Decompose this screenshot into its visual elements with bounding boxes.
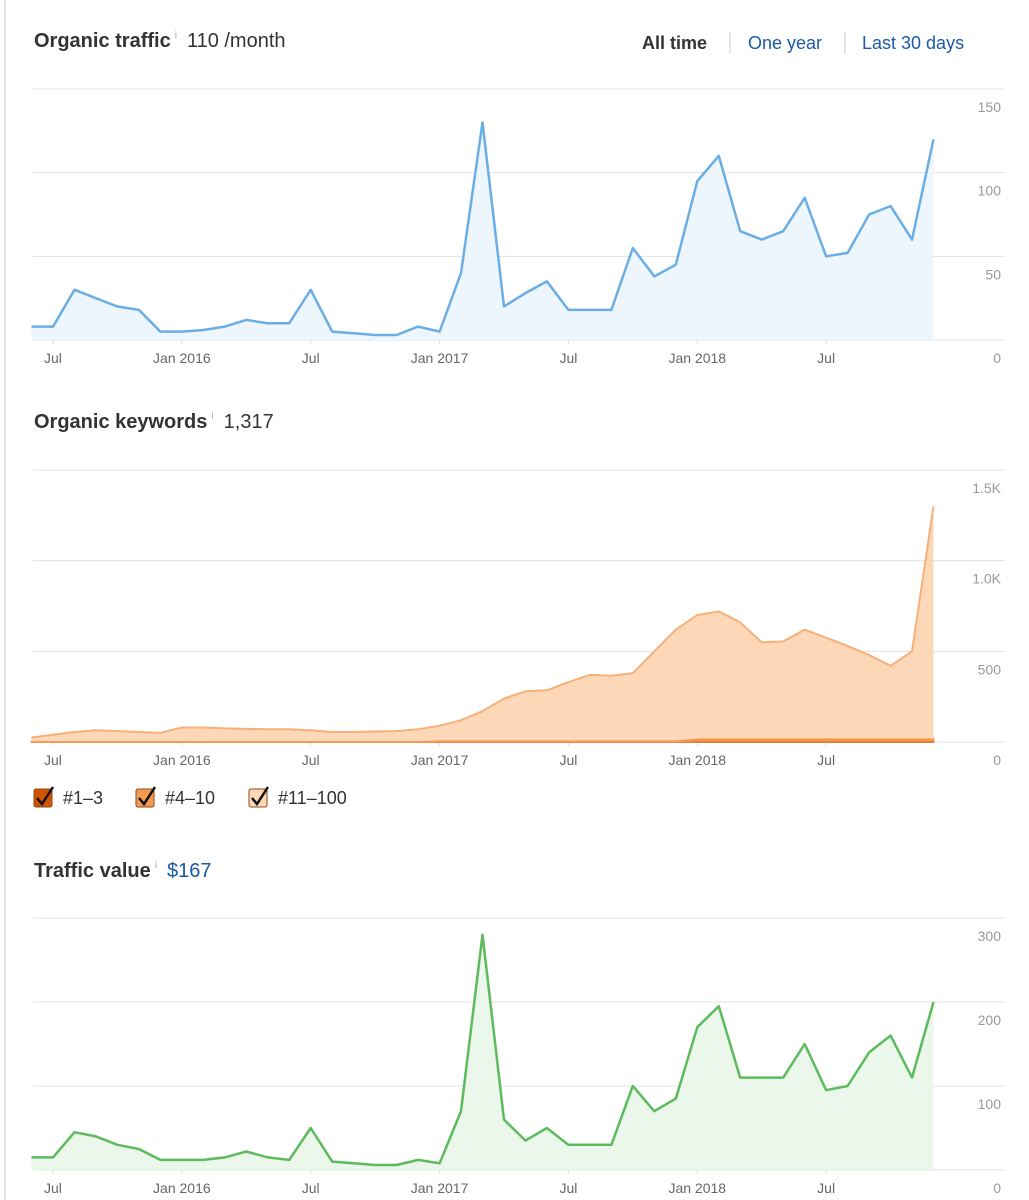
time-range-tab[interactable]: One year bbox=[748, 33, 822, 53]
legend-label: #1–3 bbox=[63, 788, 103, 808]
top-line bbox=[31, 506, 935, 739]
y-tick-label: 1.5K bbox=[972, 480, 1001, 496]
x-tick-label: Jul bbox=[44, 752, 62, 768]
chart-title: Traffic value i $167 bbox=[34, 860, 211, 882]
legend-checkmark bbox=[36, 786, 55, 807]
x-tick-label: Jan 2017 bbox=[411, 752, 469, 768]
x-tick-label: Jan 2016 bbox=[153, 350, 211, 366]
summary-value: $167 bbox=[167, 860, 212, 882]
y-tick-label: 100 bbox=[978, 183, 1002, 199]
x-tick-label: Jan 2018 bbox=[668, 350, 726, 366]
x-tick-label: Jan 2017 bbox=[411, 350, 469, 366]
stacked-area bbox=[31, 506, 934, 742]
y-tick-label: 150 bbox=[978, 99, 1002, 115]
info-icon: i bbox=[155, 860, 157, 871]
y-tick-label: 300 bbox=[978, 928, 1002, 944]
x-tick-label: Jul bbox=[817, 752, 835, 768]
title-text: Traffic value bbox=[34, 860, 151, 882]
legend-checkmark bbox=[138, 786, 157, 807]
area-fill bbox=[31, 122, 934, 340]
title-text: Organic keywords bbox=[34, 411, 207, 433]
chart-title: Organic traffic i 110 /month bbox=[34, 30, 286, 52]
y-tick-label: 500 bbox=[978, 661, 1002, 677]
x-tick-label: Jul bbox=[302, 1180, 320, 1196]
legend-checkmark bbox=[251, 786, 270, 807]
time-range-tab[interactable]: Last 30 days bbox=[862, 33, 964, 53]
y-tick-label: 200 bbox=[978, 1012, 1002, 1028]
title-text: Organic traffic bbox=[34, 30, 171, 52]
x-tick-label: Jul bbox=[817, 350, 835, 366]
data-line bbox=[31, 933, 935, 1167]
legend-label: #11–100 bbox=[278, 788, 347, 808]
x-tick-label: Jan 2016 bbox=[153, 752, 211, 768]
data-line bbox=[31, 121, 935, 337]
chart-title: Organic keywords i 1,317 bbox=[34, 411, 274, 433]
summary-value: 1,317 bbox=[224, 411, 274, 433]
y-tick-label: 0 bbox=[993, 350, 1001, 366]
legend-label: #4–10 bbox=[165, 788, 215, 808]
y-tick-label: 0 bbox=[993, 752, 1001, 768]
x-tick-label: Jul bbox=[817, 1180, 835, 1196]
y-tick-label: 1.0K bbox=[972, 571, 1001, 587]
y-tick-label: 50 bbox=[985, 266, 1001, 282]
x-tick-label: Jul bbox=[559, 752, 577, 768]
x-tick-label: Jan 2016 bbox=[153, 1180, 211, 1196]
time-range-tab[interactable]: All time bbox=[642, 33, 707, 53]
summary-value: 110 /month bbox=[187, 30, 286, 52]
info-icon: i bbox=[175, 30, 177, 41]
area-fill bbox=[31, 934, 934, 1170]
x-tick-label: Jul bbox=[44, 1180, 62, 1196]
x-tick-label: Jul bbox=[302, 350, 320, 366]
x-tick-label: Jan 2018 bbox=[668, 1180, 726, 1196]
x-tick-label: Jan 2017 bbox=[411, 1180, 469, 1196]
x-tick-label: Jul bbox=[302, 752, 320, 768]
x-tick-label: Jul bbox=[559, 350, 577, 366]
y-tick-label: 0 bbox=[993, 1180, 1001, 1196]
x-tick-label: Jan 2018 bbox=[668, 752, 726, 768]
info-icon: i bbox=[211, 411, 213, 422]
x-tick-label: Jul bbox=[44, 350, 62, 366]
x-tick-label: Jul bbox=[559, 1180, 577, 1196]
y-tick-label: 100 bbox=[978, 1096, 1002, 1112]
